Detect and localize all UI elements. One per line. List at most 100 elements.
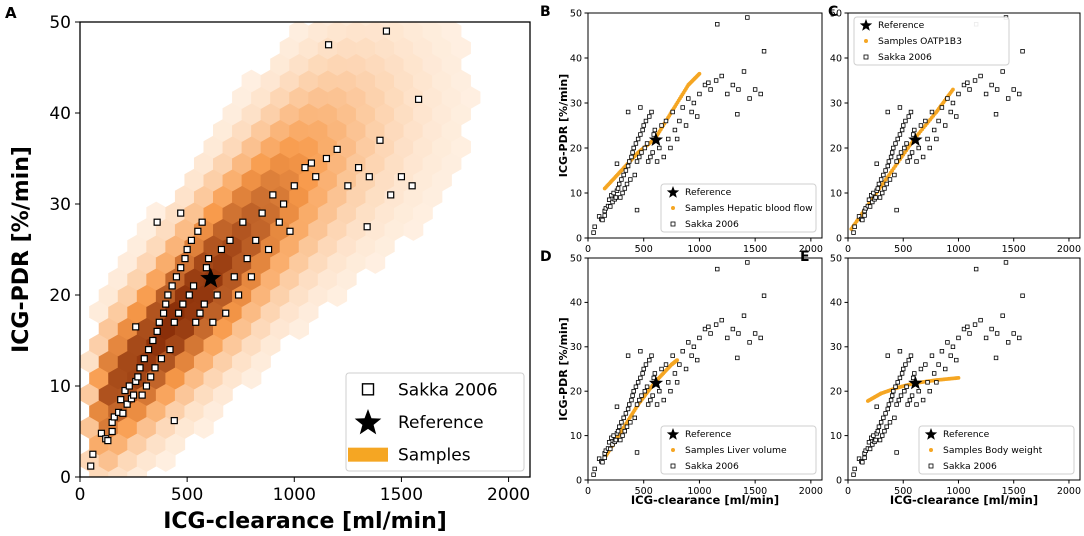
sakka-point — [877, 195, 883, 200]
sakka-point — [663, 362, 669, 367]
hexbin-cell — [413, 201, 433, 225]
hexbin-cell — [384, 53, 405, 76]
hexbin-cell — [146, 267, 167, 291]
sakka-point — [674, 136, 680, 142]
sakka-point — [994, 87, 1000, 92]
hexbin-cell — [432, 102, 452, 126]
hexbin-cell — [260, 300, 281, 324]
hexbin-cell — [232, 317, 252, 340]
sakka-point — [683, 366, 689, 372]
hexbin-cell — [336, 267, 357, 291]
sakka-point — [162, 300, 170, 308]
hexbin-cell — [434, 22, 450, 27]
sakka-point — [661, 397, 666, 403]
legend-reference-marker — [859, 19, 873, 31]
sakka-point — [862, 213, 867, 218]
sakka-point — [177, 264, 185, 272]
x-tick-label: 1500 — [1002, 244, 1026, 255]
sakka-point — [609, 193, 614, 198]
sakka-point — [1020, 293, 1025, 298]
hexbin-cell — [270, 53, 290, 76]
x-axis-label: ICG-clearance [ml/min] — [890, 493, 1038, 507]
sakka-point — [706, 324, 711, 330]
sakka-point — [870, 442, 875, 447]
sakka-point — [747, 340, 752, 345]
hexbin-cell — [241, 333, 262, 357]
sakka-point — [611, 433, 616, 438]
sakka-point — [625, 163, 631, 169]
sakka-point — [307, 159, 316, 167]
legend-label: Reference — [943, 429, 990, 440]
sakka-point — [914, 402, 919, 407]
hexbin-cell — [241, 168, 262, 192]
sakka-point — [164, 291, 172, 299]
hexbin-cell — [232, 86, 252, 109]
sakka-point — [670, 109, 675, 115]
sakka-point — [747, 96, 752, 101]
hexbin-cell — [241, 366, 262, 390]
reference-star — [648, 375, 664, 390]
legend: Reference Samples Liver volume Sakka 2006 — [660, 425, 817, 475]
hexbin-cell — [222, 135, 243, 159]
sakka-point — [644, 141, 650, 146]
sakka-point — [634, 402, 640, 407]
sakka-point — [680, 105, 685, 110]
legend-label: Samples Body weight — [943, 445, 1043, 456]
sakka-point — [264, 245, 273, 254]
hexbin-cell — [127, 300, 148, 324]
sakka-point — [613, 195, 619, 200]
sakka-point — [621, 415, 626, 421]
sakka-point — [898, 393, 904, 398]
hexbin-cell — [355, 135, 376, 159]
hexbin-cell — [374, 201, 395, 225]
hexbin-cell — [336, 69, 357, 93]
sakka-point — [874, 161, 879, 166]
sakka-point — [713, 78, 719, 83]
y-tick-label: 50 — [570, 253, 582, 264]
sakka-point — [153, 327, 161, 335]
hexbin-cell — [289, 185, 309, 208]
sakka-point — [622, 186, 627, 191]
hexbin-cell — [279, 135, 300, 159]
hexbin-cell — [184, 300, 205, 324]
sakka-point — [993, 112, 999, 117]
hexbin-cell — [222, 300, 243, 324]
sakka-point — [149, 336, 157, 345]
sakka-point — [666, 380, 671, 385]
hexbin-cell — [127, 399, 148, 423]
x-tick-label: 1500 — [380, 485, 423, 505]
hexbin-cell — [317, 234, 338, 258]
hexbin-cell — [422, 119, 443, 142]
hexbin-cell — [165, 399, 186, 423]
sakka-point — [239, 218, 247, 226]
y-tick-label: 50 — [49, 13, 71, 33]
hexbin-cell — [89, 399, 109, 423]
sakka-point — [627, 402, 632, 407]
sakka-point — [159, 309, 168, 317]
hexbin-cell — [98, 383, 119, 406]
sakka-point — [887, 177, 893, 182]
sakka-point — [898, 150, 904, 155]
sakka-point — [961, 82, 967, 88]
hexbin-cell — [213, 317, 233, 340]
axes-frame — [847, 257, 1081, 481]
sakka-point — [896, 397, 902, 403]
sakka-point — [863, 206, 868, 211]
sakka-point — [617, 181, 622, 187]
sakka-point — [894, 207, 899, 213]
hexbin-cell — [98, 284, 119, 307]
hexbin-cell — [127, 267, 148, 291]
legend-label: Sakka 2006 — [685, 219, 739, 230]
legend-sakka-marker — [361, 383, 375, 396]
hexbin-cell — [108, 300, 128, 324]
sakka-point — [956, 335, 961, 341]
legend-reference-marker — [924, 428, 938, 440]
sakka-point — [920, 154, 926, 160]
sakka-point — [252, 236, 260, 244]
sakka-point — [631, 145, 636, 151]
sakka-point — [110, 413, 118, 421]
sakka-point — [637, 154, 642, 160]
sakka-point — [620, 433, 625, 438]
hexbin-cell — [98, 449, 119, 472]
y-tick-label: 10 — [570, 431, 582, 442]
